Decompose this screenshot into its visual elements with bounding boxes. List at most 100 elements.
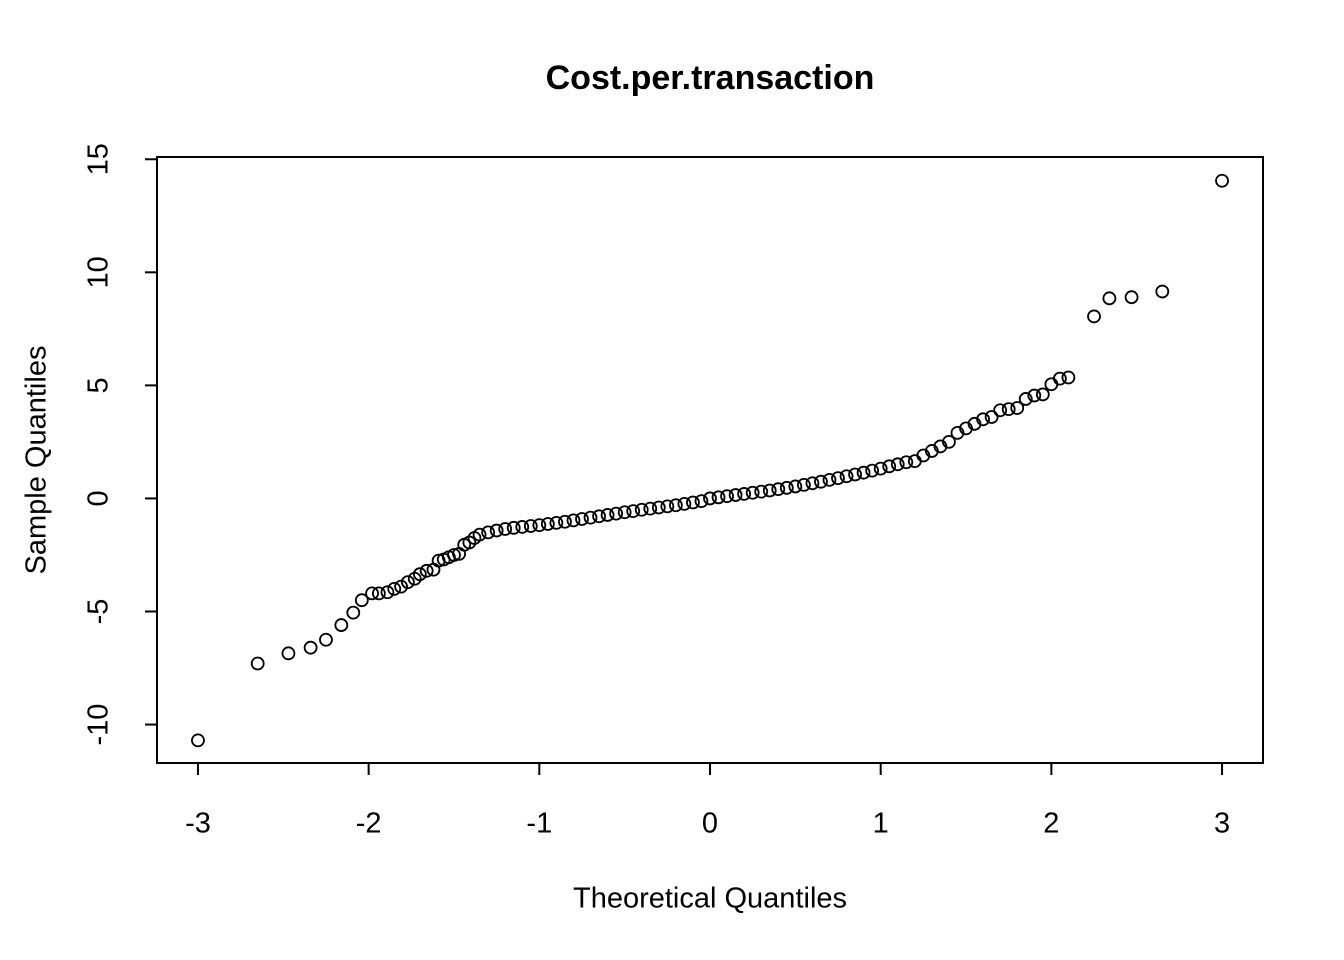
point bbox=[371, 586, 386, 601]
point bbox=[711, 490, 726, 505]
point bbox=[303, 640, 318, 655]
point bbox=[1027, 388, 1042, 403]
x-tick-label: -1 bbox=[526, 808, 552, 840]
point bbox=[583, 510, 598, 525]
point bbox=[882, 459, 897, 474]
point bbox=[523, 519, 538, 533]
point bbox=[1001, 402, 1016, 417]
point bbox=[686, 495, 700, 510]
point bbox=[1061, 370, 1076, 385]
y-tick-label: -5 bbox=[83, 599, 115, 625]
point bbox=[447, 548, 461, 562]
point bbox=[856, 465, 871, 480]
point bbox=[365, 586, 379, 601]
point bbox=[575, 512, 589, 526]
y-tick-label: 15 bbox=[83, 143, 115, 175]
point bbox=[498, 522, 513, 536]
point bbox=[354, 593, 369, 608]
point bbox=[387, 581, 402, 596]
point bbox=[796, 477, 811, 492]
point bbox=[1087, 309, 1101, 324]
point bbox=[1102, 291, 1117, 306]
point bbox=[400, 575, 415, 590]
point bbox=[728, 488, 743, 502]
point bbox=[472, 527, 487, 542]
point bbox=[737, 487, 752, 501]
point bbox=[976, 412, 990, 427]
point bbox=[1035, 387, 1050, 402]
point bbox=[754, 484, 769, 499]
y-axis-label: Sample Quantiles bbox=[21, 346, 53, 575]
point bbox=[1155, 284, 1170, 299]
point bbox=[848, 467, 862, 482]
x-tick-label: 3 bbox=[1214, 808, 1230, 840]
chart-title: Cost.per.transaction bbox=[546, 59, 875, 97]
point bbox=[694, 494, 709, 509]
point bbox=[865, 463, 880, 478]
point bbox=[600, 508, 615, 522]
point bbox=[703, 491, 717, 506]
point bbox=[814, 474, 828, 489]
point bbox=[380, 585, 395, 600]
point bbox=[805, 476, 820, 491]
point bbox=[899, 455, 914, 470]
point bbox=[319, 632, 333, 647]
point bbox=[419, 563, 434, 578]
point bbox=[745, 485, 760, 500]
point bbox=[1124, 290, 1139, 305]
point bbox=[984, 410, 999, 424]
point bbox=[540, 517, 555, 531]
point bbox=[191, 733, 205, 748]
point bbox=[566, 513, 581, 528]
point bbox=[779, 480, 794, 495]
point bbox=[651, 500, 666, 515]
point bbox=[426, 562, 441, 577]
point bbox=[412, 567, 427, 582]
point bbox=[890, 457, 905, 472]
point bbox=[558, 514, 572, 529]
x-axis-label: Theoretical Quantiles bbox=[573, 883, 847, 915]
point bbox=[250, 656, 265, 671]
point bbox=[1215, 173, 1229, 188]
point bbox=[873, 461, 888, 476]
point bbox=[993, 403, 1008, 418]
point bbox=[720, 489, 734, 504]
point bbox=[762, 483, 777, 498]
point bbox=[822, 472, 837, 487]
point bbox=[394, 579, 408, 594]
point bbox=[481, 525, 496, 540]
point bbox=[668, 498, 683, 513]
point bbox=[626, 504, 641, 519]
point bbox=[506, 520, 521, 535]
point bbox=[839, 469, 854, 484]
point bbox=[771, 482, 786, 497]
point bbox=[346, 605, 361, 620]
point bbox=[1018, 392, 1033, 406]
point bbox=[831, 471, 845, 485]
x-tick-label: 2 bbox=[1043, 808, 1059, 840]
point bbox=[334, 618, 349, 632]
y-tick-label: -10 bbox=[83, 704, 115, 746]
y-tick-label: 5 bbox=[83, 377, 115, 393]
point bbox=[489, 523, 504, 538]
point bbox=[549, 515, 564, 530]
y-tick-label: 10 bbox=[83, 256, 115, 288]
point bbox=[1044, 377, 1059, 392]
point bbox=[677, 496, 692, 511]
point bbox=[788, 479, 803, 494]
point bbox=[515, 520, 530, 534]
plot-box bbox=[156, 156, 1264, 764]
point bbox=[609, 506, 624, 521]
point bbox=[643, 501, 658, 516]
x-tick-label: 0 bbox=[702, 808, 718, 840]
x-tick-label: 1 bbox=[873, 808, 889, 840]
point bbox=[532, 518, 547, 533]
point bbox=[617, 505, 632, 520]
y-tick-label: 0 bbox=[83, 490, 115, 506]
point bbox=[660, 499, 675, 514]
point bbox=[281, 646, 296, 661]
x-tick-label: -3 bbox=[185, 808, 211, 840]
point bbox=[1052, 371, 1067, 386]
point bbox=[634, 502, 649, 517]
